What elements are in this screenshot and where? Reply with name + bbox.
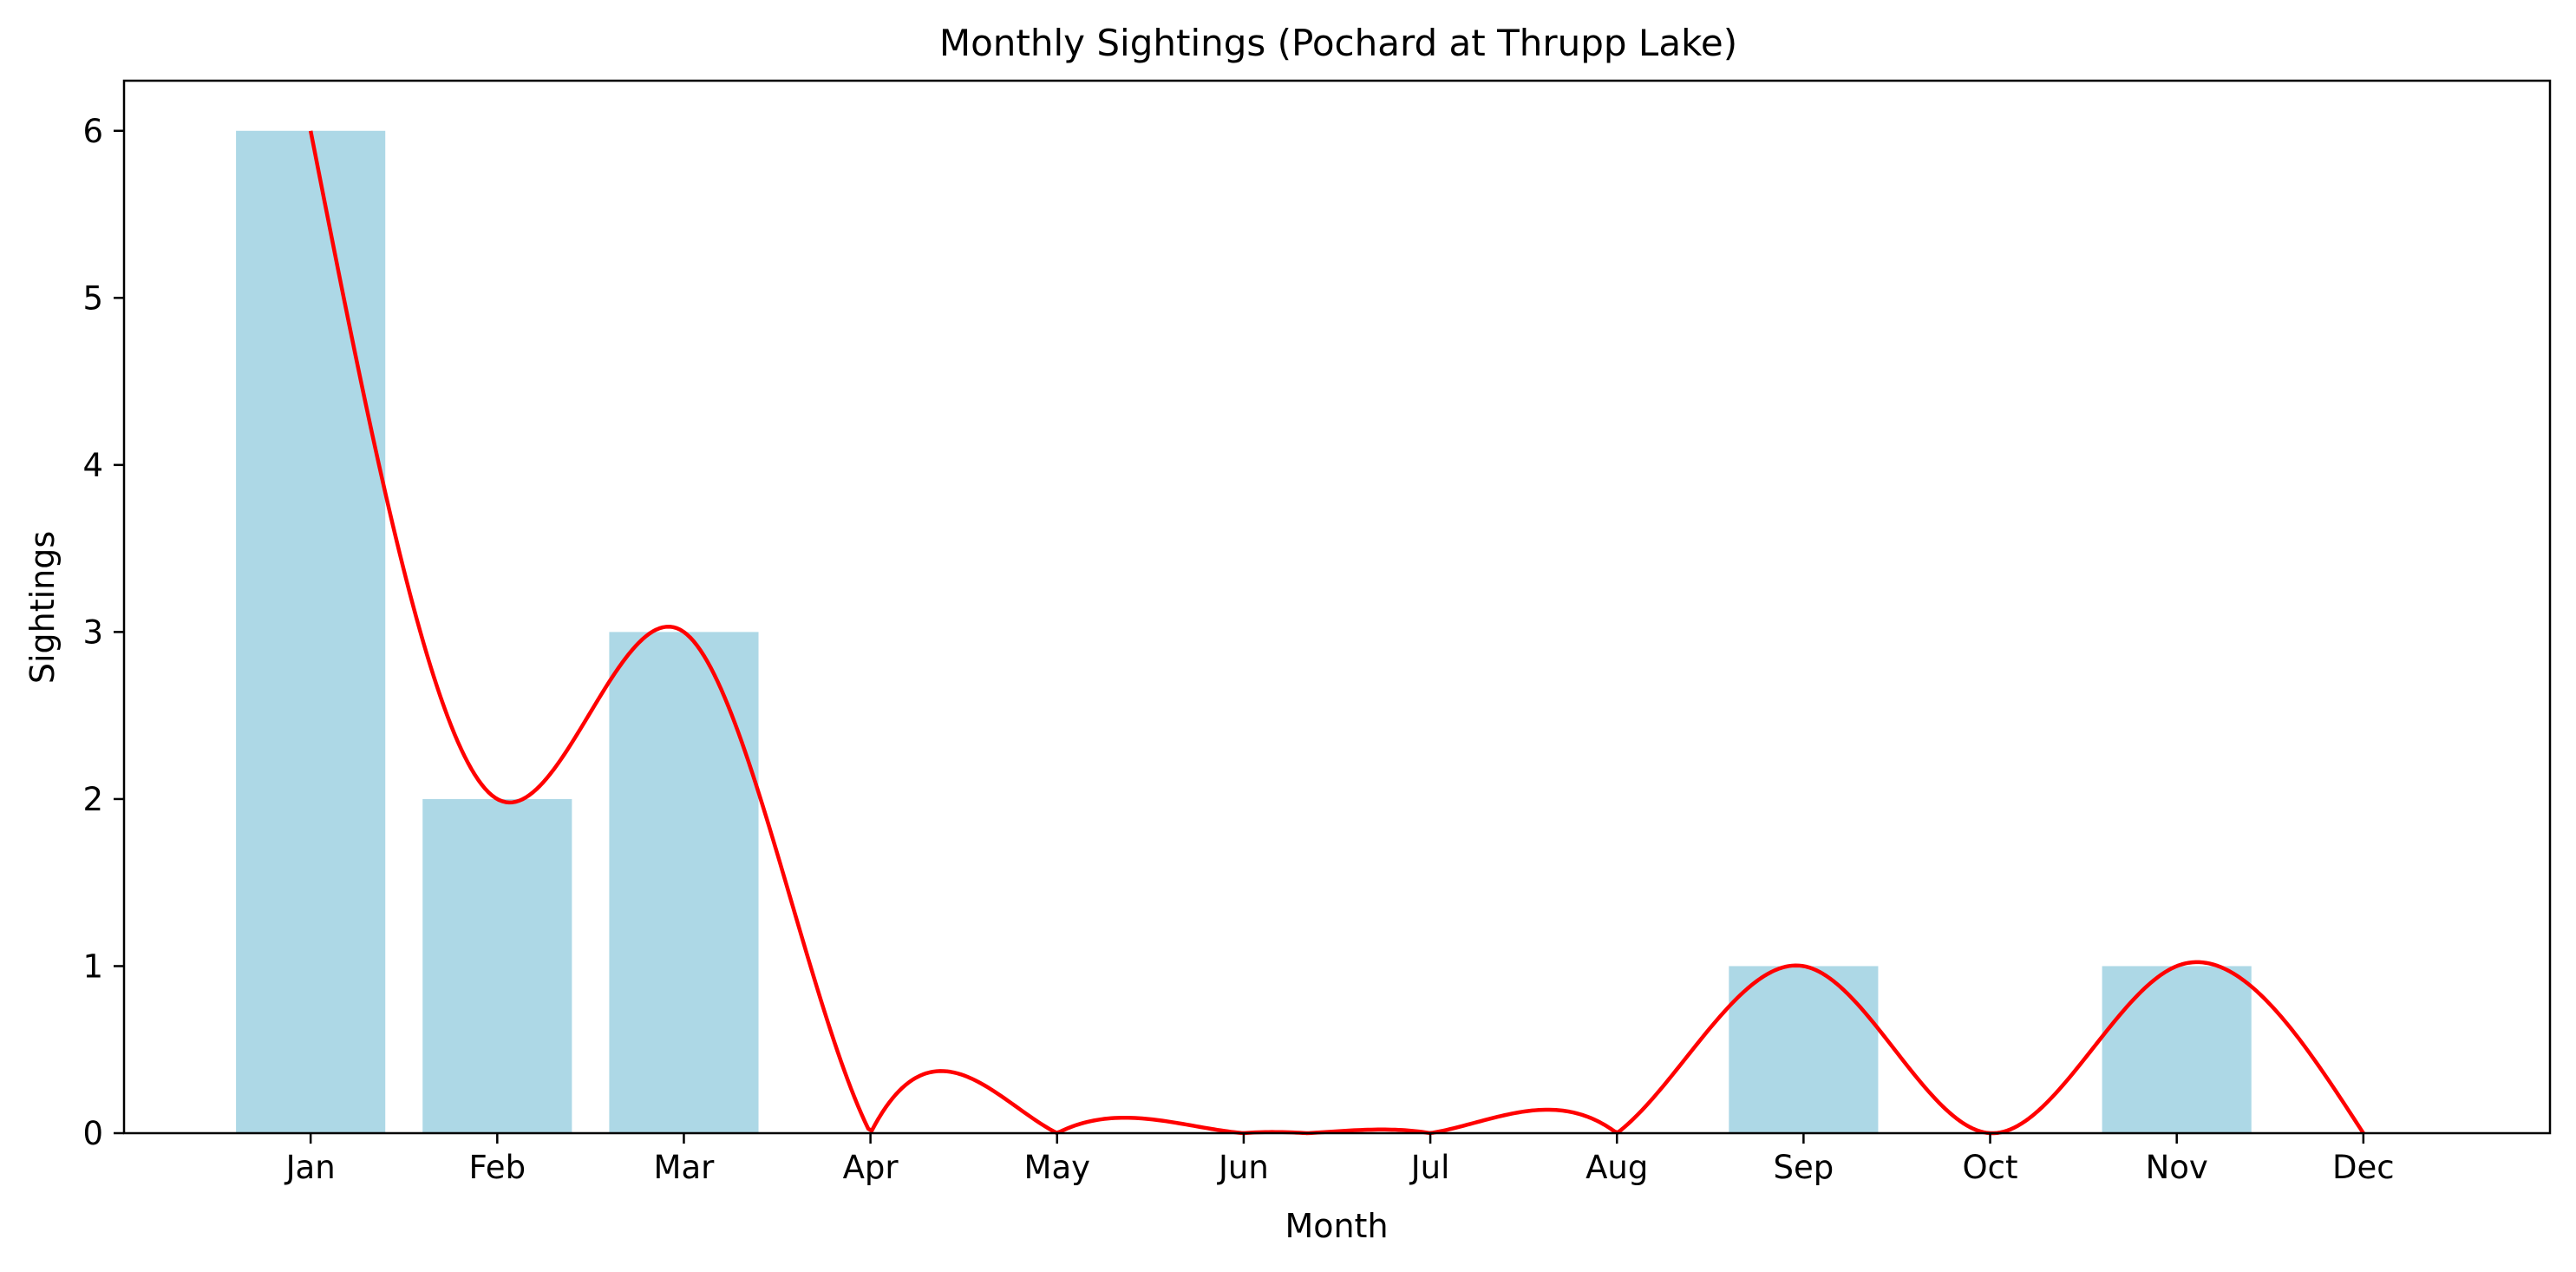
x-tick-label-sep: Sep [1774,1149,1834,1186]
bar-sep [1729,966,1879,1133]
bar-nov [2102,966,2252,1133]
bar-jan [236,130,386,1133]
bar-mar [609,632,759,1133]
plot-frame [122,79,2552,1135]
bar-group [236,130,2252,1133]
x-tick-label-dec: Dec [2332,1149,2395,1186]
y-tick-label-2: 2 [82,781,103,818]
y-tick-label-3: 3 [82,613,103,651]
y-axis-ticks: 0 1 2 3 4 5 6 [82,113,124,1152]
chart-title: Monthly Sightings (Pochard at Thrupp Lak… [939,22,1737,64]
x-tick-label-jan: Jan [284,1149,336,1186]
x-tick-label-apr: Apr [843,1149,899,1186]
x-axis-ticks: Jan Feb Mar Apr May Jun Jul Aug Sep Oct Nov Dec [284,1133,2395,1186]
y-tick-label-6: 6 [82,113,103,150]
x-tick-label-jul: Jul [1409,1149,1450,1186]
bar-feb [422,798,572,1133]
y-tick-label-0: 0 [82,1115,103,1152]
x-tick-label-aug: Aug [1585,1149,1648,1186]
x-tick-label-jun: Jun [1217,1149,1269,1186]
x-tick-label-mar: Mar [654,1149,716,1186]
y-tick-label-5: 5 [82,279,103,317]
x-tick-label-oct: Oct [1963,1149,2018,1186]
y-tick-label-4: 4 [82,447,103,484]
x-tick-label-feb: Feb [469,1149,526,1186]
trend-curve [308,130,2365,1136]
x-tick-label-may: May [1024,1149,1091,1186]
x-axis-label: Month [1285,1207,1388,1245]
y-axis-label: Sightings [23,531,62,684]
x-tick-label-nov: Nov [2146,1149,2208,1186]
y-tick-label-1: 1 [82,947,103,985]
